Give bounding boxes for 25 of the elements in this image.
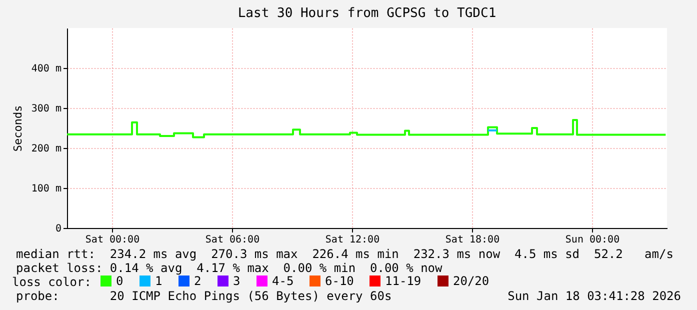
x-tick-label: Sat 18:00	[445, 234, 500, 246]
y-tick-label: 100 m	[31, 184, 62, 194]
text: median rtt: 234.2 ms avg 270.3 ms max 226.4 ms min 232.3 ms now 4.5 ms sd 52.2 am/s	[16, 247, 674, 261]
legend-label: 20/20	[453, 274, 490, 288]
legend-label: 6-10	[325, 274, 354, 288]
y-tick-label: 0	[55, 224, 62, 234]
legend-title: loss color:	[12, 275, 92, 289]
y-axis-title: Seconds	[11, 105, 24, 152]
legend-label: 4-5	[272, 274, 294, 288]
x-tick-label: Sat 06:00	[205, 234, 260, 246]
y-tick-label: 200 m	[31, 144, 62, 154]
legend-label: 2	[194, 274, 202, 288]
x-tick-label: Sat 00:00	[85, 234, 140, 246]
legend-label: 11-19	[385, 274, 422, 288]
legend-label: 3	[233, 274, 240, 288]
x-tick-label: Sun 00:00	[565, 234, 620, 246]
chart-title: Last 30 Hours from GCPSG to TGDC1	[238, 6, 496, 21]
text: Sun Jan 18 03:41:28 2026	[508, 289, 681, 303]
text: packet loss: 0.14 % avg 4.17 % max 0.00 % min 0.00 % now	[16, 261, 442, 275]
legend-label: 0	[116, 274, 124, 288]
text: probe: 20 ICMP Echo Pings (56 Bytes) every 60s	[16, 289, 392, 303]
y-tick-label: 400 m	[31, 64, 62, 74]
y-tick-label: 300 m	[31, 104, 62, 114]
legend-label: 1	[155, 274, 162, 288]
x-tick-label: Sat 12:00	[325, 234, 380, 246]
